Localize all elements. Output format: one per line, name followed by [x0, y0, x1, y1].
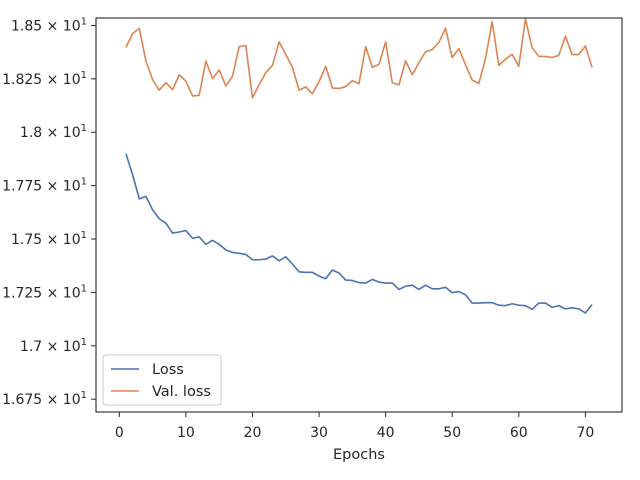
y-tick-label: 1.675 × 101 [2, 390, 87, 408]
x-tick-label: 10 [177, 425, 195, 441]
y-tick-label: 1.725 × 101 [2, 283, 87, 301]
legend-label-val-loss: Val. loss [152, 384, 211, 400]
legend-label-loss: Loss [152, 362, 184, 378]
y-tick-label: 1.775 × 101 [2, 177, 87, 195]
y-tick-label: 1.7 × 101 [20, 337, 87, 355]
legend: Loss Val. loss [102, 354, 222, 406]
y-tick-label: 1.85 × 101 [11, 16, 87, 34]
plot-frame [95, 17, 623, 413]
y-tick-label: 1.8 × 101 [20, 123, 87, 141]
legend-frame [102, 354, 222, 406]
y-axis: 1.675 × 101 1.7 × 101 1.725 × 101 1.75 × 10… [2, 16, 96, 408]
plot-series [125, 18, 593, 314]
x-axis: 0 10 20 30 40 50 60 70 [115, 412, 594, 441]
y-tick-label: 1.75 × 101 [11, 230, 87, 248]
x-tick-label: 70 [576, 425, 594, 441]
x-tick-label: 30 [310, 425, 328, 441]
x-axis-label: Epochs [333, 447, 385, 463]
series-line-val-loss [125, 18, 593, 99]
x-tick-label: 60 [510, 425, 528, 441]
series-line-loss [125, 153, 593, 314]
x-tick-label: 20 [244, 425, 262, 441]
x-tick-label: 40 [377, 425, 395, 441]
y-tick-label: 1.825 × 101 [2, 70, 87, 88]
x-tick-label: 50 [443, 425, 461, 441]
x-tick-label: 0 [115, 425, 124, 441]
